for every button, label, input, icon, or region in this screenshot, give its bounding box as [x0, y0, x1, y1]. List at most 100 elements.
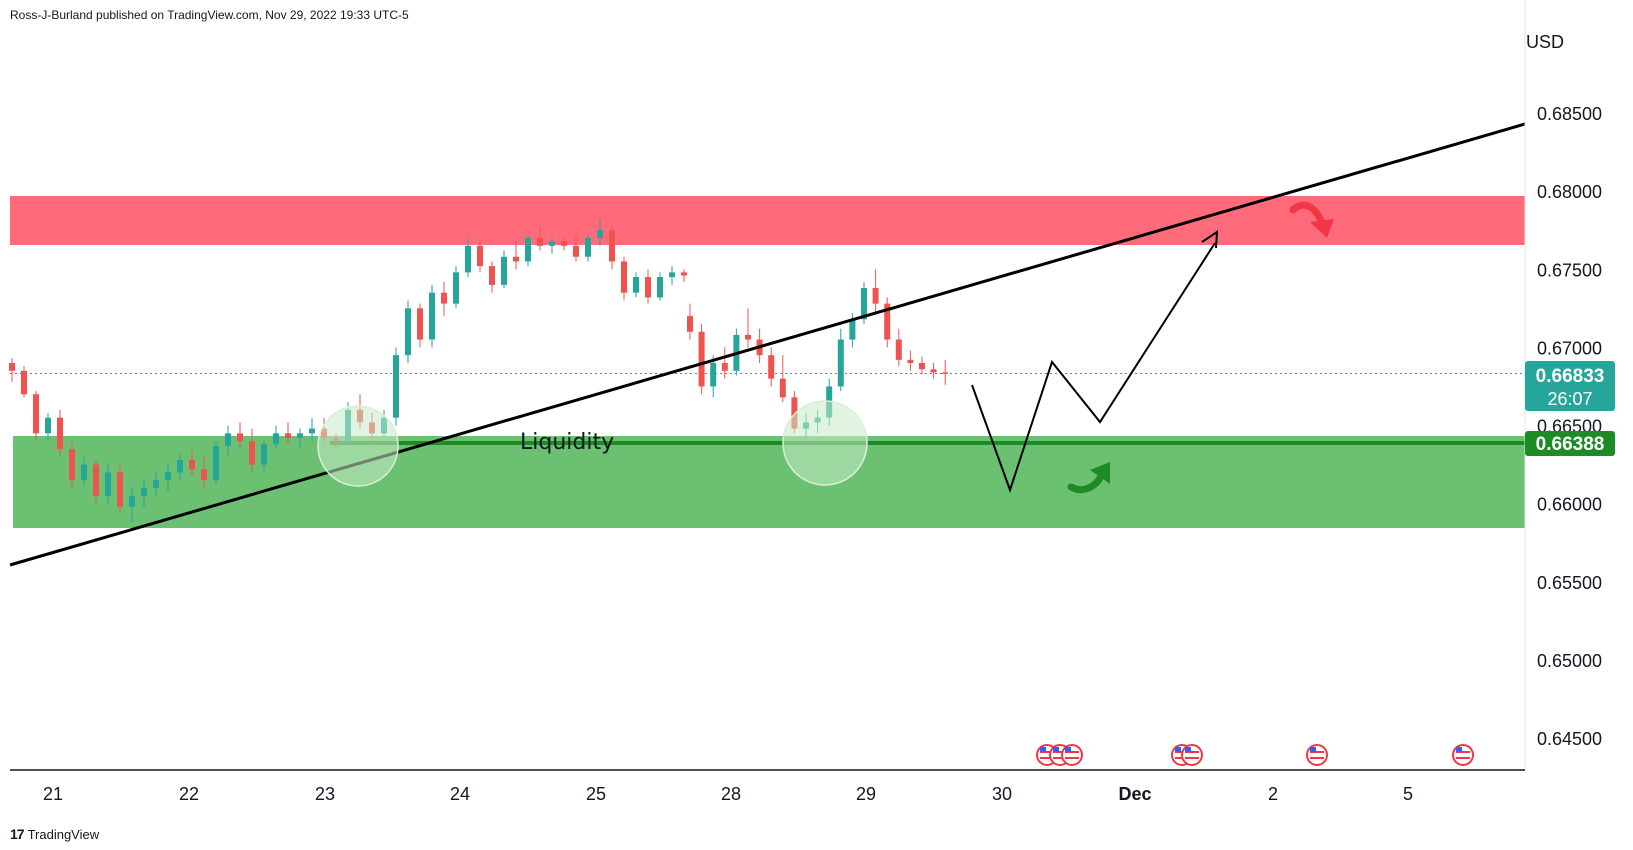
brand-name: TradingView: [27, 826, 100, 842]
candle-body: [477, 245, 483, 267]
candle-body: [791, 397, 798, 429]
y-tick-label: 0.68000: [1537, 182, 1602, 202]
candle-body: [129, 495, 135, 507]
candle: [907, 350, 914, 371]
x-tick-label: 21: [43, 784, 63, 804]
candle-body: [417, 308, 423, 340]
candle-body: [105, 472, 111, 496]
candle: [657, 272, 663, 301]
x-tick-label: 28: [721, 784, 741, 804]
candle: [573, 234, 579, 262]
candle-body: [549, 241, 555, 246]
candle-body: [213, 445, 219, 481]
candle: [213, 441, 219, 485]
candle: [768, 347, 775, 387]
candle: [721, 347, 728, 379]
liquidity-circle-left: [317, 405, 399, 487]
candle: [237, 422, 243, 449]
candle: [585, 234, 591, 262]
candle: [441, 281, 447, 317]
candle-body: [645, 277, 651, 298]
candle: [645, 269, 651, 304]
y-tick-label: 0.66000: [1537, 495, 1602, 515]
candle: [837, 328, 844, 392]
candle-body: [153, 480, 159, 488]
candle-body: [872, 288, 879, 304]
tradingview-footer[interactable]: 17 TradingView: [10, 826, 99, 842]
candle: [549, 238, 555, 254]
candle-body: [33, 394, 39, 434]
candle: [105, 464, 111, 504]
candle: [57, 409, 63, 457]
candle-body: [69, 448, 75, 481]
candle: [710, 355, 717, 398]
tradingview-logo-icon: 17: [10, 826, 25, 842]
flag-canton: [1053, 747, 1059, 752]
x-tick-label: 22: [179, 784, 199, 804]
candle-body: [681, 272, 687, 276]
flag-canton: [1310, 747, 1316, 752]
candle-body: [45, 417, 51, 434]
candle-body: [895, 339, 902, 360]
candle: [405, 300, 411, 363]
candle: [453, 266, 459, 309]
candle: [687, 303, 693, 340]
y-tick-label: 0.68500: [1537, 104, 1602, 124]
x-tick-label: 23: [315, 784, 335, 804]
candle: [669, 266, 675, 285]
projection-path: [971, 242, 1216, 494]
candle-body: [189, 459, 195, 470]
candle: [165, 464, 171, 492]
candle-body: [710, 363, 717, 387]
candle-body: [721, 363, 728, 371]
candle: [942, 359, 949, 385]
us-event-flag-icon: [1181, 744, 1203, 766]
candle-body: [861, 288, 867, 320]
candle: [201, 456, 207, 488]
candle-body: [525, 238, 531, 262]
candle: [273, 425, 279, 449]
candle-body: [297, 433, 303, 438]
candle: [919, 356, 925, 374]
candle: [33, 391, 39, 442]
flag-canton: [1175, 747, 1181, 752]
candle-body: [919, 363, 925, 370]
candle-body: [849, 319, 856, 340]
candle: [189, 448, 195, 476]
candle-body: [177, 459, 183, 473]
liquidity-label: Liquidity: [520, 430, 615, 455]
candle: [633, 272, 639, 298]
flag-canton: [1185, 747, 1191, 752]
candle-body: [393, 355, 399, 418]
support-zone: [13, 436, 1525, 528]
candle-body: [669, 272, 675, 278]
flag-canton: [1065, 747, 1071, 752]
candle-body: [698, 331, 705, 387]
candle: [525, 234, 531, 267]
candle-body: [57, 417, 63, 449]
candle-body: [453, 272, 459, 304]
candle: [621, 256, 627, 301]
flag-canton: [1456, 747, 1462, 752]
red-down-arrow-head: [1310, 219, 1334, 238]
candle: [872, 269, 879, 313]
candle: [93, 459, 99, 504]
candle-body: [489, 266, 495, 285]
x-tick-label: 29: [856, 784, 876, 804]
x-tick-label: 25: [586, 784, 606, 804]
trendline: [9, 122, 1526, 567]
candle: [69, 441, 75, 488]
candle-body: [597, 230, 603, 238]
candle: [609, 225, 615, 270]
x-tick-label: 2: [1268, 784, 1278, 804]
candle-body: [21, 370, 27, 395]
candle: [45, 413, 51, 442]
candle-body: [285, 433, 291, 438]
candle-body: [884, 303, 891, 340]
x-tick-label: 30: [992, 784, 1012, 804]
y-tick-label: 0.65000: [1537, 651, 1602, 671]
us-event-flag-icon: [1452, 744, 1474, 766]
candle: [153, 472, 159, 496]
last-price-countdown: 26:07: [1547, 389, 1592, 409]
